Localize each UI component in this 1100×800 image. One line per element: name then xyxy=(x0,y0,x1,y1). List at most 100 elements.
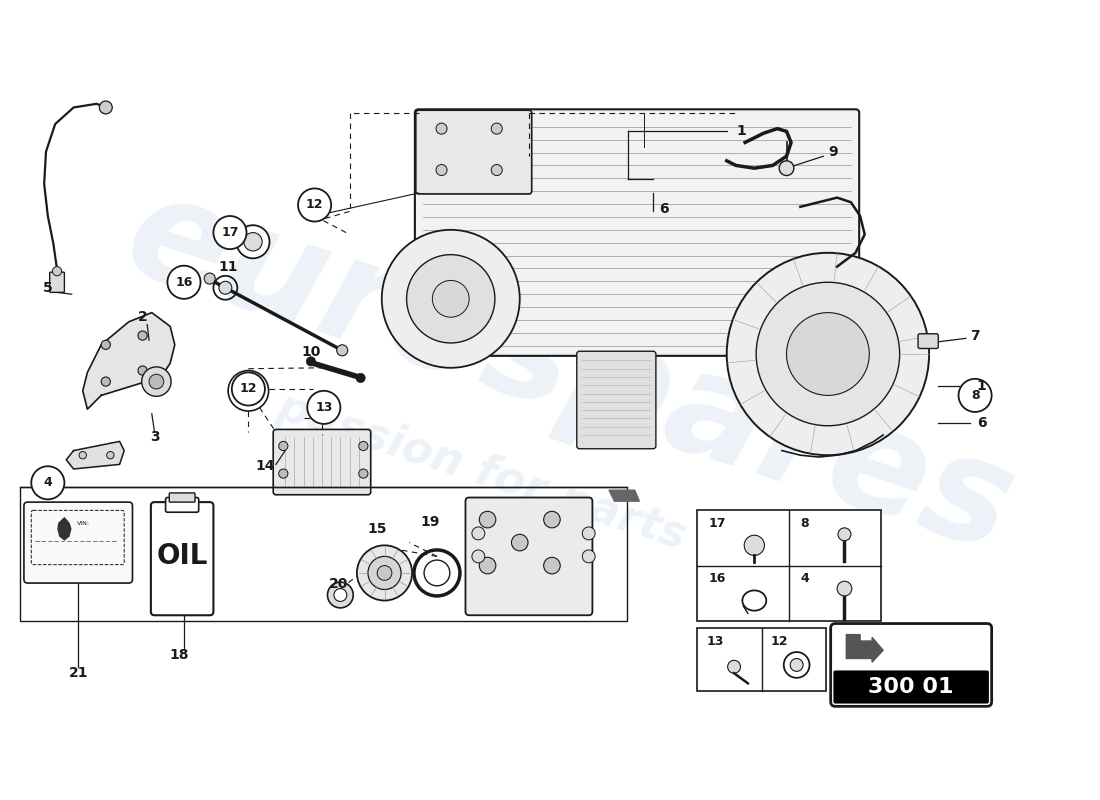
Circle shape xyxy=(101,340,110,350)
Circle shape xyxy=(232,373,265,406)
Text: 9: 9 xyxy=(828,145,837,158)
Bar xyxy=(697,628,826,690)
Text: 4: 4 xyxy=(801,572,810,585)
Polygon shape xyxy=(58,518,70,540)
Circle shape xyxy=(436,165,447,175)
Circle shape xyxy=(407,254,495,343)
Text: 11: 11 xyxy=(219,260,238,274)
Polygon shape xyxy=(66,442,124,469)
Polygon shape xyxy=(82,313,175,409)
Polygon shape xyxy=(846,634,883,662)
Text: 20: 20 xyxy=(329,577,349,591)
Circle shape xyxy=(243,386,254,396)
FancyBboxPatch shape xyxy=(151,502,213,615)
FancyBboxPatch shape xyxy=(830,623,992,706)
Text: 12: 12 xyxy=(240,382,257,395)
FancyBboxPatch shape xyxy=(576,351,656,449)
Text: 1: 1 xyxy=(737,124,746,138)
Circle shape xyxy=(756,282,900,426)
Polygon shape xyxy=(609,490,639,501)
Circle shape xyxy=(543,511,560,528)
Circle shape xyxy=(278,442,288,450)
Text: 13: 13 xyxy=(315,401,332,414)
Circle shape xyxy=(472,527,485,540)
Circle shape xyxy=(377,566,392,580)
Circle shape xyxy=(727,660,740,674)
Text: VIN:: VIN: xyxy=(77,521,90,526)
FancyBboxPatch shape xyxy=(273,430,371,494)
FancyBboxPatch shape xyxy=(50,272,65,292)
Text: 5: 5 xyxy=(43,281,53,294)
Circle shape xyxy=(480,558,496,574)
Text: 16: 16 xyxy=(175,276,192,289)
Text: 13: 13 xyxy=(706,634,724,647)
Circle shape xyxy=(838,528,851,541)
Circle shape xyxy=(138,366,147,375)
FancyBboxPatch shape xyxy=(415,110,859,356)
Circle shape xyxy=(492,165,503,175)
Text: 15: 15 xyxy=(367,522,387,536)
Circle shape xyxy=(745,535,764,555)
Circle shape xyxy=(436,123,447,134)
Circle shape xyxy=(837,582,851,596)
FancyBboxPatch shape xyxy=(169,493,195,502)
Circle shape xyxy=(298,189,331,222)
Circle shape xyxy=(219,282,232,294)
Text: OIL: OIL xyxy=(156,542,208,570)
FancyBboxPatch shape xyxy=(416,110,531,194)
Text: 10: 10 xyxy=(301,345,320,359)
FancyBboxPatch shape xyxy=(166,498,199,512)
Text: 16: 16 xyxy=(708,572,726,585)
FancyBboxPatch shape xyxy=(24,502,132,583)
FancyBboxPatch shape xyxy=(465,498,593,615)
Circle shape xyxy=(236,379,261,402)
Text: 4: 4 xyxy=(44,476,52,490)
Text: 6: 6 xyxy=(977,416,987,430)
Text: 6: 6 xyxy=(659,202,669,216)
Circle shape xyxy=(107,451,114,459)
Circle shape xyxy=(328,582,353,608)
Text: 17: 17 xyxy=(221,226,239,239)
Circle shape xyxy=(307,391,340,424)
Text: 19: 19 xyxy=(421,515,440,530)
Circle shape xyxy=(138,331,147,340)
Text: 3: 3 xyxy=(150,430,160,444)
Bar xyxy=(697,510,881,621)
Circle shape xyxy=(480,511,496,528)
Text: 8: 8 xyxy=(971,389,979,402)
Circle shape xyxy=(958,379,992,412)
Circle shape xyxy=(99,101,112,114)
Text: 17: 17 xyxy=(708,517,726,530)
Text: 12: 12 xyxy=(306,198,323,211)
FancyBboxPatch shape xyxy=(918,334,938,349)
Circle shape xyxy=(472,550,485,563)
Circle shape xyxy=(244,233,262,251)
Circle shape xyxy=(382,230,519,368)
Circle shape xyxy=(213,216,246,249)
Circle shape xyxy=(356,546,412,601)
Circle shape xyxy=(779,161,794,175)
Text: eurospares: eurospares xyxy=(110,163,1031,582)
Text: 300 01: 300 01 xyxy=(868,677,954,697)
Circle shape xyxy=(543,558,560,574)
Circle shape xyxy=(512,534,528,551)
Text: 12: 12 xyxy=(771,634,789,647)
Circle shape xyxy=(101,377,110,386)
Text: 14: 14 xyxy=(255,459,275,474)
Text: a passion for parts: a passion for parts xyxy=(229,371,691,558)
Circle shape xyxy=(790,658,803,671)
Circle shape xyxy=(727,253,930,455)
Circle shape xyxy=(337,345,348,356)
Circle shape xyxy=(167,266,200,299)
Circle shape xyxy=(334,589,346,602)
Circle shape xyxy=(205,273,216,284)
Text: 7: 7 xyxy=(970,329,980,342)
Circle shape xyxy=(306,357,316,366)
Bar xyxy=(20,487,627,621)
Circle shape xyxy=(53,266,62,276)
Circle shape xyxy=(79,451,87,459)
Circle shape xyxy=(356,374,365,382)
Circle shape xyxy=(359,442,369,450)
Circle shape xyxy=(359,469,369,478)
Circle shape xyxy=(582,527,595,540)
